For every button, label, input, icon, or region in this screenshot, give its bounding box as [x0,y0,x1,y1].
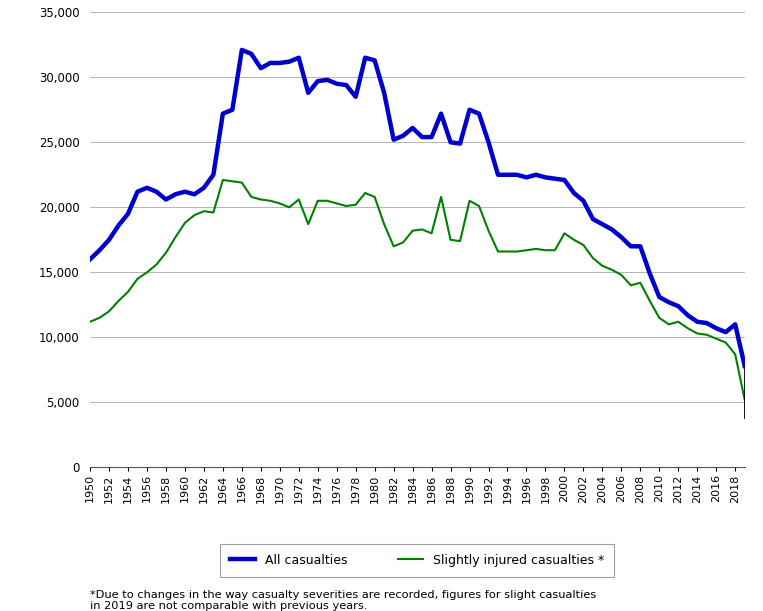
Text: *Due to changes in the way casualty severities are recorded, figures for slight : *Due to changes in the way casualty seve… [90,590,596,611]
Legend: All casualties, Slightly injured casualties *: All casualties, Slightly injured casualt… [221,544,614,577]
